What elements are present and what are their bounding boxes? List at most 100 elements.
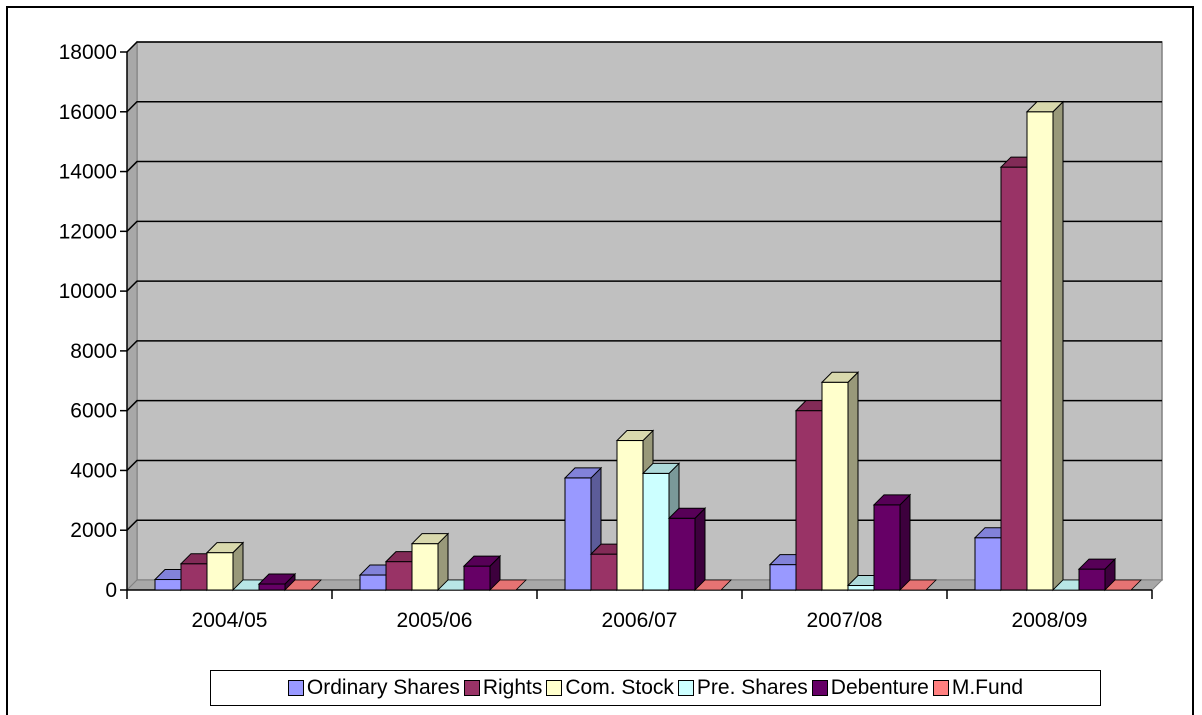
legend-item: Com. Stock xyxy=(546,676,674,700)
bar xyxy=(1025,100,1065,592)
bar xyxy=(284,579,322,591)
bar-front xyxy=(463,565,491,591)
bar-front xyxy=(974,537,1002,591)
bar xyxy=(667,507,707,592)
gridline xyxy=(126,101,1162,113)
gridline xyxy=(126,280,1162,292)
legend-swatch xyxy=(932,680,949,696)
legend-swatch xyxy=(546,680,563,696)
bar xyxy=(489,579,527,591)
y-tick-label: 16000 xyxy=(59,101,117,124)
bar-top xyxy=(489,579,527,591)
bar-side xyxy=(1052,100,1064,592)
x-tick-label: 2005/06 xyxy=(397,609,473,632)
gridline xyxy=(126,220,1162,232)
legend-label: Pre. Shares xyxy=(696,676,808,699)
bar-top xyxy=(1104,579,1142,591)
legend-label: Ordinary Shares xyxy=(306,676,460,699)
y-tick-label: 14000 xyxy=(59,161,117,184)
y-tick-label: 6000 xyxy=(70,400,117,423)
legend-label: Debenture xyxy=(830,676,929,699)
bar-top xyxy=(694,579,732,591)
bar-top xyxy=(205,542,245,554)
legend-swatch xyxy=(811,680,828,696)
legend-item: Rights xyxy=(463,676,543,700)
bar-front xyxy=(564,477,592,591)
x-tick-label: 2006/07 xyxy=(602,609,678,632)
bar xyxy=(872,493,912,592)
x-axis: 2004/05 2005/06 2006/07 2007/08 2008/09 xyxy=(126,589,1153,632)
bar-front xyxy=(359,574,387,591)
bar xyxy=(410,532,450,592)
y-tick-label: 0 xyxy=(105,579,117,602)
gridline xyxy=(126,41,1162,53)
bar xyxy=(462,554,502,592)
legend-swatch xyxy=(463,680,480,696)
bar-front xyxy=(1026,111,1054,591)
bar-front xyxy=(873,504,901,591)
y-tick-label: 8000 xyxy=(70,340,117,363)
bar xyxy=(205,541,245,592)
bar-top xyxy=(563,467,603,479)
x-tick-label: 2004/05 xyxy=(192,609,268,632)
bar-top xyxy=(899,579,937,591)
gridline xyxy=(126,160,1162,173)
bar-front xyxy=(668,517,696,591)
bars xyxy=(153,100,1142,592)
bar-front xyxy=(590,553,618,591)
legend-item: M.Fund xyxy=(932,676,1024,700)
bar xyxy=(899,579,937,591)
legend-label: Com. Stock xyxy=(565,676,674,699)
bar-top xyxy=(872,494,912,506)
x-tick-label: 2008/09 xyxy=(1012,609,1088,632)
legend: Ordinary Shares Rights Com. Stock Pre. Shar… xyxy=(210,670,1101,706)
bar-front xyxy=(180,563,208,591)
y-tick-label: 12000 xyxy=(59,220,117,243)
y-tick-label: 10000 xyxy=(59,280,117,303)
legend-label: M.Fund xyxy=(951,676,1024,699)
bar-top xyxy=(820,371,860,383)
bar-top xyxy=(284,579,322,591)
bar-top xyxy=(667,507,707,519)
bar-side xyxy=(694,507,706,592)
gridline xyxy=(126,340,1162,352)
bar xyxy=(694,579,732,591)
side-wall xyxy=(126,40,138,592)
legend-swatch xyxy=(677,680,694,696)
legend-item: Debenture xyxy=(811,676,929,700)
bar-front xyxy=(154,579,182,591)
bar-top xyxy=(462,555,502,567)
bar-top xyxy=(257,573,297,585)
bar-front xyxy=(795,410,823,591)
y-axis: 0 2000 4000 6000 8000 10000 12000 14000 16000 180… xyxy=(59,41,128,602)
legend-item: Ordinary Shares xyxy=(287,676,460,700)
y-tick-label: 18000 xyxy=(59,41,117,64)
legend-label: Rights xyxy=(482,676,543,699)
bar-front xyxy=(258,583,286,591)
bar-front xyxy=(642,472,670,591)
bar-front xyxy=(1078,568,1106,591)
bar-front xyxy=(206,552,234,591)
bar-top xyxy=(410,533,450,545)
y-tick-label: 2000 xyxy=(70,519,117,542)
bar-top xyxy=(641,462,681,474)
bar-front xyxy=(1000,166,1028,591)
legend-item: Pre. Shares xyxy=(677,676,808,700)
bar-side xyxy=(847,371,859,592)
bar xyxy=(257,572,297,592)
chart-frame xyxy=(6,6,1194,715)
bar-side xyxy=(899,493,911,592)
bar xyxy=(1104,579,1142,591)
bar xyxy=(1077,557,1117,592)
bar-front xyxy=(385,561,413,591)
legend-swatch xyxy=(287,680,304,696)
bar-front xyxy=(411,543,439,591)
bar-front xyxy=(821,381,849,591)
bar-top xyxy=(615,430,655,442)
y-tick-label: 4000 xyxy=(70,459,117,482)
bar-top xyxy=(1025,101,1065,113)
bar-front xyxy=(847,585,875,591)
bar-front xyxy=(769,564,797,591)
bar xyxy=(820,371,860,592)
bar-top xyxy=(1077,558,1117,570)
